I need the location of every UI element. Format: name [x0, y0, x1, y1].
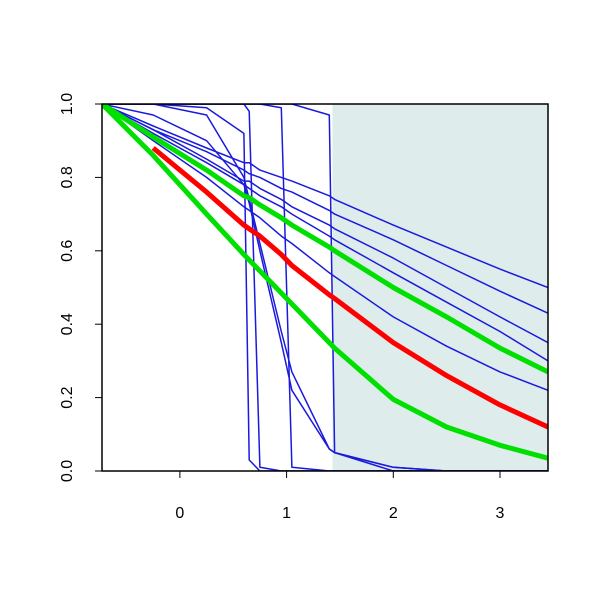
series-line — [102, 104, 548, 471]
series-line — [102, 104, 548, 289]
y-tick-label: 1.0 — [59, 93, 76, 115]
series-line — [102, 104, 548, 344]
series-line — [102, 104, 548, 392]
series-line — [102, 104, 548, 314]
y-tick-label: 0.2 — [59, 386, 76, 408]
y-tick-label: 0.0 — [59, 460, 76, 482]
x-tick-label: 0 — [175, 505, 184, 522]
x-tick-label: 2 — [389, 505, 398, 522]
series-line — [102, 104, 548, 375]
x-tick-label: 1 — [282, 505, 291, 522]
x-tick-label: 3 — [496, 505, 505, 522]
y-tick-label: 0.6 — [59, 240, 76, 262]
series-line — [102, 104, 548, 362]
series-line — [102, 104, 548, 461]
series-line — [151, 146, 548, 430]
plot-frame — [101, 103, 549, 472]
shaded-region — [332, 104, 548, 471]
series-line — [102, 104, 548, 471]
y-tick-label: 0.8 — [59, 166, 76, 188]
y-tick-label: 0.4 — [59, 313, 76, 335]
